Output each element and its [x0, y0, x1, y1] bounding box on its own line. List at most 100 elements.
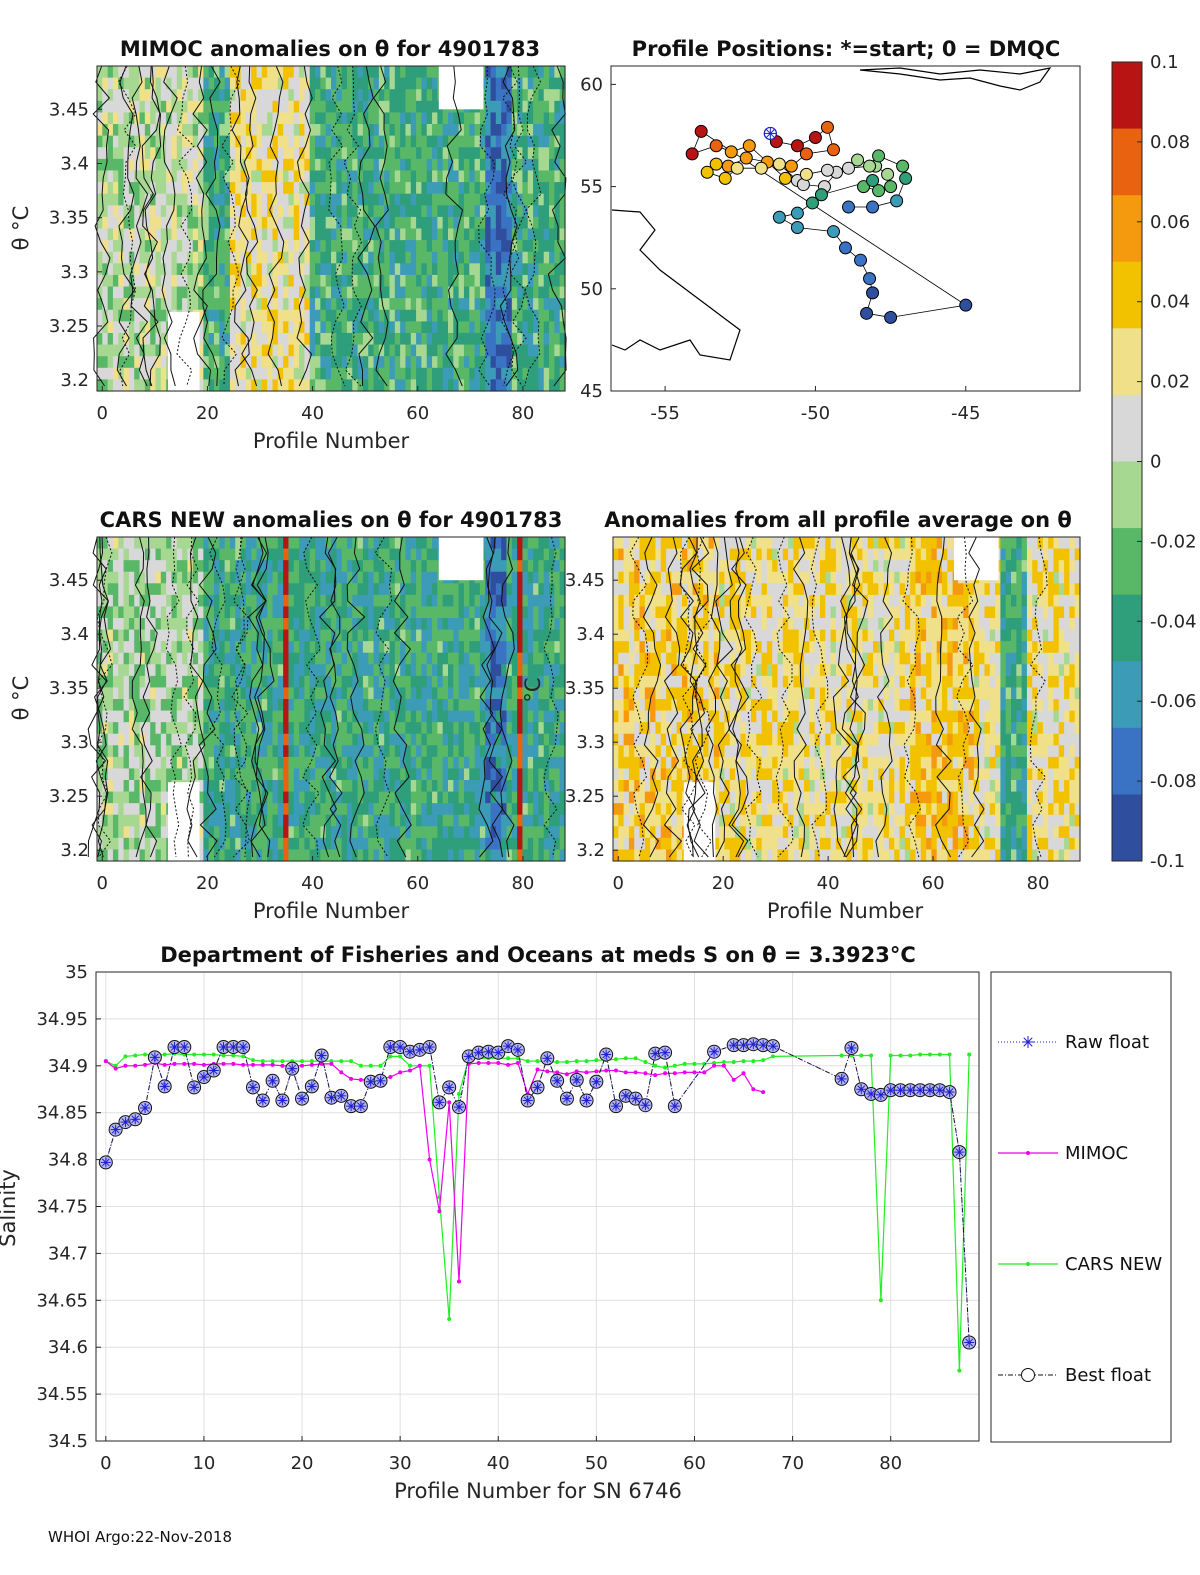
heatmap-cell	[368, 699, 375, 712]
heatmap-cell	[166, 675, 173, 689]
heatmap-cell	[261, 309, 268, 322]
heatmap-cell	[315, 193, 321, 206]
heatmap-cell	[538, 641, 545, 654]
heatmap-cell	[299, 606, 306, 619]
heatmap-cell	[304, 344, 311, 357]
heatmap-cell	[198, 112, 204, 125]
heatmap-cell	[458, 298, 465, 311]
heatmap-cell	[293, 826, 300, 839]
heatmap-cell	[538, 548, 545, 561]
heatmap-cell	[389, 89, 396, 102]
heatmap-cell	[432, 274, 438, 288]
heatmap-cell	[208, 228, 215, 241]
heatmap-cell	[448, 321, 454, 334]
heatmap-cell	[458, 594, 465, 608]
heatmap-cell	[495, 356, 502, 369]
heatmap-cell	[102, 803, 109, 816]
heatmap-cell	[272, 251, 279, 264]
heatmap-cell	[405, 606, 412, 619]
heatmap-cell	[299, 652, 306, 665]
heatmap-cell	[410, 170, 417, 183]
heatmap-cell	[357, 629, 364, 642]
heatmap-cell	[538, 332, 545, 346]
heatmap-cell	[533, 837, 540, 851]
heatmap-cell	[533, 356, 540, 369]
heatmap-cell	[267, 733, 274, 746]
heatmap-cell	[490, 379, 497, 392]
heatmap-cell	[400, 240, 407, 253]
heatmap-cell	[501, 675, 508, 689]
heatmap-cell	[134, 344, 141, 357]
heatmap-cell	[182, 571, 189, 584]
heatmap-cell	[118, 641, 125, 654]
heatmap-cell	[118, 722, 125, 735]
heatmap-cell	[267, 77, 274, 90]
heatmap-cell	[517, 629, 524, 642]
heatmap-cell	[107, 182, 114, 195]
heatmap-cell	[144, 124, 151, 137]
heatmap-cell	[288, 594, 295, 608]
heatmap-cell	[331, 332, 337, 346]
heatmap-cell	[187, 537, 194, 550]
heatmap-cell	[293, 205, 300, 218]
heatmap-cell	[346, 814, 353, 827]
heatmap-cell	[549, 240, 555, 253]
heatmap-cell	[325, 251, 332, 264]
heatmap-cell	[378, 321, 385, 334]
heatmap-cell	[171, 77, 178, 90]
heatmap-cell	[118, 170, 125, 183]
heatmap-cell	[474, 147, 481, 160]
heatmap-cell	[134, 263, 141, 276]
heatmap-cell	[235, 240, 242, 253]
heatmap-cell	[198, 849, 204, 862]
heatmap-cell	[256, 205, 263, 218]
heatmap-cell	[283, 629, 290, 642]
heatmap-cell	[144, 560, 151, 573]
heatmap-cell	[240, 722, 247, 735]
heatmap-cell	[118, 100, 125, 114]
heatmap-cell	[320, 332, 327, 346]
heatmap-cell	[517, 618, 524, 631]
heatmap-cell	[538, 379, 545, 392]
heatmap-cell	[469, 652, 476, 665]
heatmap-cell	[134, 205, 141, 218]
heatmap-cell	[378, 826, 385, 839]
heatmap-cell	[107, 814, 114, 827]
heatmap-cell	[139, 263, 146, 276]
heatmap-cell	[453, 263, 460, 276]
heatmap-cell	[139, 826, 146, 839]
heatmap-cell	[112, 193, 119, 206]
heatmap-cell	[559, 286, 566, 299]
heatmap-cell	[208, 791, 215, 804]
heatmap-cell	[453, 687, 460, 700]
heatmap-cell	[384, 583, 391, 596]
heatmap-cell	[485, 124, 492, 137]
heatmap-cell	[229, 344, 236, 357]
heatmap-cell	[320, 548, 327, 561]
heatmap-cell	[405, 837, 412, 851]
heatmap-cell	[421, 182, 428, 195]
heatmap-cell	[527, 826, 534, 839]
heatmap-cell	[522, 756, 529, 770]
heatmap-cell	[400, 710, 407, 723]
heatmap-cell	[506, 274, 513, 288]
heatmap-cell	[346, 722, 353, 735]
heatmap-cell	[208, 733, 215, 746]
heatmap-cell	[463, 687, 470, 700]
heatmap-cell	[331, 379, 337, 392]
heatmap-cell	[533, 826, 540, 839]
heatmap-cell	[368, 205, 375, 218]
colorbar-swatch	[1112, 394, 1142, 462]
heatmap-cell	[474, 641, 481, 654]
heatmap-cell	[245, 745, 252, 758]
heatmap-cell	[559, 240, 566, 253]
heatmap-cell	[346, 733, 353, 746]
heatmap-cell	[219, 216, 226, 230]
heatmap-cell	[352, 263, 359, 276]
heatmap-cell	[251, 77, 258, 90]
heatmap-cell	[453, 814, 460, 827]
heatmap-cell	[288, 205, 295, 218]
heatmap-cell	[517, 583, 524, 596]
heatmap-cell	[442, 274, 449, 288]
heatmap-cell	[331, 216, 337, 230]
